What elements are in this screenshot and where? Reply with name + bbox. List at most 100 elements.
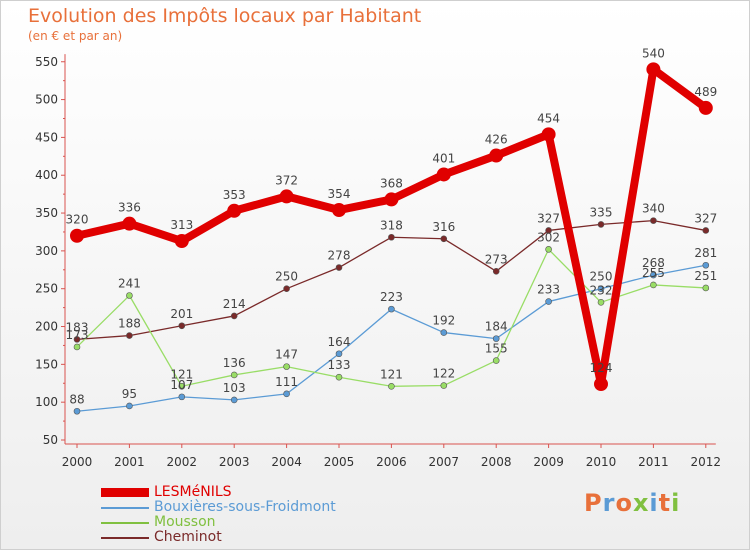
data-label: 540	[642, 46, 665, 60]
data-label: 147	[275, 348, 298, 362]
data-point	[388, 233, 395, 241]
data-label: 426	[485, 133, 508, 147]
chart-subtitle: (en € et par an)	[28, 29, 123, 43]
data-point	[283, 390, 290, 398]
data-point	[335, 373, 343, 381]
data-point	[594, 377, 608, 392]
data-point	[440, 329, 448, 336]
legend-label: LESMéNILS	[154, 484, 232, 500]
data-label: 273	[485, 252, 508, 266]
data-label: 111	[275, 375, 298, 389]
data-label: 184	[485, 320, 508, 334]
data-label: 124	[590, 361, 613, 375]
x-tick-label: 2006	[376, 455, 407, 469]
data-label: 336	[118, 201, 141, 215]
data-point	[174, 234, 189, 249]
data-point	[230, 371, 238, 379]
data-point	[545, 298, 552, 305]
data-label: 214	[223, 297, 246, 311]
data-point	[178, 322, 186, 330]
x-tick-label: 2000	[62, 455, 93, 469]
x-tick-label: 2007	[429, 455, 460, 469]
data-point	[388, 382, 395, 390]
data-point	[597, 285, 605, 293]
x-tick-label: 2005	[324, 455, 355, 469]
data-point	[335, 350, 343, 358]
y-tick-label: 150	[35, 357, 58, 371]
data-point	[73, 336, 81, 343]
legend-item: Cheminot	[101, 530, 336, 545]
data-point	[126, 292, 133, 299]
data-label: 335	[590, 205, 613, 219]
legend-swatch	[101, 488, 149, 497]
data-label: 368	[380, 176, 403, 190]
data-label: 354	[328, 187, 351, 201]
data-point	[227, 203, 242, 218]
data-point	[335, 264, 343, 271]
y-tick-label: 100	[35, 395, 58, 409]
data-label: 318	[380, 218, 403, 232]
legend-label: Mousson	[154, 514, 216, 530]
logo-letter: o	[615, 489, 633, 517]
data-label: 133	[328, 358, 351, 372]
data-label: 232	[590, 283, 613, 297]
data-point	[489, 148, 504, 163]
data-point	[73, 343, 81, 351]
legend-item: Bouxières-sous-Froidmont	[101, 500, 336, 515]
data-point	[178, 382, 186, 390]
legend-label: Bouxières-sous-Froidmont	[154, 499, 336, 515]
data-point	[332, 203, 346, 218]
data-point	[230, 312, 238, 320]
logo-letter: i	[671, 489, 681, 517]
y-tick-label: 500	[35, 93, 58, 107]
data-point	[492, 335, 500, 342]
data-point	[436, 167, 451, 182]
legend-swatch	[101, 521, 149, 524]
x-tick-label: 2009	[533, 455, 564, 469]
data-label: 281	[694, 246, 717, 260]
data-point	[545, 227, 552, 234]
data-label: 250	[590, 270, 613, 284]
y-tick-label: 300	[35, 244, 58, 258]
data-label: 121	[380, 367, 403, 381]
data-label: 107	[170, 378, 193, 392]
data-point	[73, 407, 81, 415]
x-tick-label: 2003	[219, 455, 250, 469]
y-tick-label: 250	[35, 282, 58, 296]
x-tick-label: 2008	[481, 455, 512, 469]
data-point	[126, 402, 133, 410]
data-label: 313	[170, 218, 193, 232]
data-point	[702, 284, 710, 292]
data-label: 88	[69, 392, 84, 406]
data-label: 155	[485, 342, 508, 356]
data-point	[492, 268, 500, 275]
data-point	[283, 285, 290, 293]
x-tick-label: 2001	[114, 455, 145, 469]
data-point	[650, 217, 657, 224]
data-point	[279, 189, 294, 204]
y-tick-label: 550	[35, 55, 58, 69]
legend-item: LESMéNILS	[101, 485, 336, 500]
legend-swatch	[101, 536, 149, 539]
data-label: 340	[642, 202, 665, 216]
data-point	[384, 192, 399, 207]
data-label: 201	[170, 307, 193, 321]
data-label: 241	[118, 277, 141, 291]
data-label: 183	[66, 320, 89, 334]
data-label: 233	[537, 283, 560, 297]
legend-item: Mousson	[101, 515, 336, 530]
data-label: 192	[432, 314, 455, 328]
data-point	[597, 221, 605, 228]
data-point	[597, 299, 605, 306]
data-point	[440, 382, 448, 389]
logo-letter: P	[584, 489, 603, 517]
data-label: 251	[694, 269, 717, 283]
data-point	[283, 363, 290, 370]
data-point	[70, 228, 84, 243]
logo-letter: r	[602, 489, 616, 517]
data-label: 250	[275, 270, 298, 284]
data-point	[388, 305, 395, 313]
y-tick-label: 450	[35, 130, 58, 144]
data-point	[702, 261, 710, 269]
